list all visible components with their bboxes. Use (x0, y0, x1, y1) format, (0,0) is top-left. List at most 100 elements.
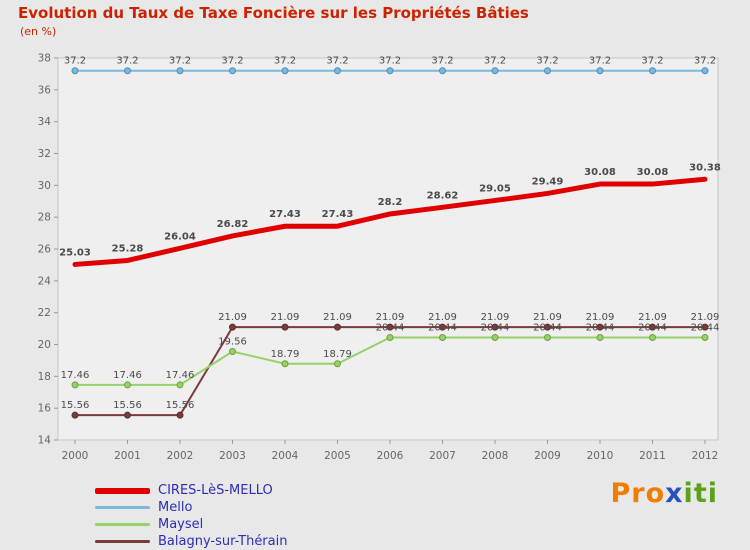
legend-item-Balagny-sur-Thérain: Balagny-sur-Thérain (95, 534, 287, 549)
value-label: 27.43 (269, 209, 301, 220)
x-tick-label: 2006 (377, 450, 404, 462)
x-tick-label: 2000 (62, 450, 89, 462)
chart-title: Evolution du Taux de Taxe Foncière sur l… (18, 4, 529, 22)
data-point (649, 323, 656, 331)
x-tick-label: 2003 (219, 450, 246, 462)
value-label: 26.04 (164, 231, 196, 242)
value-label: 17.46 (166, 370, 195, 381)
data-point (544, 67, 551, 75)
legend-swatch (95, 506, 150, 509)
y-tick-label: 16 (38, 403, 52, 415)
data-point (71, 67, 79, 75)
value-label: 20.44 (481, 322, 510, 333)
y-tick-label: 14 (38, 435, 52, 447)
data-point (229, 323, 236, 331)
data-point (491, 333, 499, 341)
legend-swatch (95, 487, 150, 494)
data-point (71, 411, 79, 419)
value-label: 21.09 (638, 312, 667, 323)
data-point (439, 333, 446, 341)
value-label: 21.09 (323, 312, 352, 323)
value-label: 15.56 (113, 400, 142, 411)
legend-item-CIRES-LèS-MELLO: CIRES-LèS-MELLO (95, 483, 287, 498)
data-point (124, 67, 131, 75)
y-tick-label: 24 (38, 275, 52, 287)
y-tick-label: 30 (38, 180, 51, 192)
plot-area (57, 57, 719, 441)
data-point (334, 323, 341, 331)
logo-letter: t (693, 478, 708, 509)
value-label: 21.09 (376, 312, 405, 323)
x-tick-label: 2012 (692, 450, 719, 462)
x-tick-label: 2008 (482, 450, 509, 462)
value-label: 37.2 (169, 56, 191, 67)
value-label: 18.79 (271, 349, 300, 360)
data-point (596, 323, 604, 331)
value-label: 37.2 (274, 56, 296, 67)
y-tick-label: 20 (38, 339, 51, 351)
value-label: 37.2 (431, 56, 453, 67)
data-point (701, 323, 709, 331)
legend-label: Maysel (158, 517, 204, 532)
legend-swatch (95, 523, 150, 526)
data-point (281, 323, 289, 331)
value-label: 15.56 (61, 400, 90, 411)
logo-letter: P (610, 478, 632, 509)
value-label: 20.44 (638, 322, 667, 333)
value-label: 21.09 (481, 312, 510, 323)
value-label: 37.2 (641, 56, 663, 67)
value-label: 37.2 (326, 56, 348, 67)
data-point (491, 323, 499, 331)
value-label: 37.2 (536, 56, 558, 67)
logo-letter: x (665, 478, 684, 509)
legend-item-Maysel: Maysel (95, 517, 287, 532)
value-label: 20.44 (533, 322, 562, 333)
legend-item-Mello: Mello (95, 500, 287, 515)
data-point (229, 67, 236, 75)
legend-label: Balagny-sur-Thérain (158, 534, 288, 549)
value-label: 28.2 (378, 197, 403, 208)
value-label: 30.08 (637, 167, 669, 178)
data-point (281, 67, 289, 75)
data-point (386, 323, 394, 331)
value-label: 37.2 (221, 56, 243, 67)
logo-letter: o (645, 478, 666, 509)
data-point (386, 67, 394, 75)
value-label: 15.56 (166, 400, 195, 411)
value-label: 20.44 (376, 322, 405, 333)
data-point (439, 67, 446, 75)
data-point (334, 360, 341, 368)
logo-letter: i (707, 478, 718, 509)
data-point (701, 333, 709, 341)
value-label: 27.43 (322, 209, 354, 220)
value-label: 26.82 (217, 219, 249, 230)
y-tick-label: 34 (38, 116, 52, 128)
data-point (176, 67, 184, 75)
x-tick-label: 2009 (534, 450, 561, 462)
value-label: 20.44 (586, 322, 615, 333)
value-label: 37.2 (379, 56, 401, 67)
x-tick-label: 2010 (587, 450, 614, 462)
data-point (649, 67, 656, 75)
value-label: 29.49 (532, 176, 564, 187)
value-label: 37.2 (484, 56, 506, 67)
data-point (386, 333, 394, 341)
value-label: 37.2 (116, 56, 138, 67)
logo-letter: i (683, 478, 694, 509)
value-label: 17.46 (61, 370, 90, 381)
value-label: 18.79 (323, 349, 352, 360)
x-tick-label: 2011 (639, 450, 666, 462)
value-label: 30.08 (584, 167, 616, 178)
value-label: 28.62 (427, 190, 459, 201)
data-point (229, 348, 236, 356)
data-point (439, 323, 446, 331)
data-point (544, 333, 551, 341)
value-label: 37.2 (694, 56, 716, 67)
data-point (176, 381, 184, 389)
value-label: 29.05 (479, 183, 511, 194)
data-point (649, 333, 656, 341)
data-point (334, 67, 341, 75)
tax-rate-line-chart: 14 16 18 20 22 24 26 28 30 32 34 36 38 2000 2001 2002 20… (38, 53, 721, 463)
proxiti-logo[interactable]: Proxiti (610, 478, 718, 509)
